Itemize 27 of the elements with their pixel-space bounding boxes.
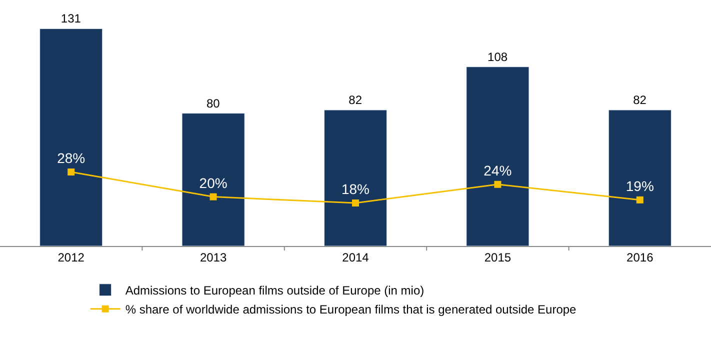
- bar: [40, 28, 103, 246]
- point: [68, 168, 75, 176]
- legend-label: % share of worldwide admissions to European films that is generated outside Europe: [125, 302, 577, 317]
- data-label: 28%: [57, 150, 86, 166]
- point: [210, 193, 217, 200]
- bar: [466, 66, 530, 246]
- data-label: 18%: [341, 181, 370, 198]
- data-label: 82: [633, 92, 647, 107]
- point: [636, 196, 644, 204]
- x-tick-label: 2015: [484, 250, 512, 264]
- x-tick-label: 2013: [200, 250, 227, 264]
- data-label: 24%: [484, 162, 512, 179]
- x-tick-label: 2014: [342, 250, 370, 264]
- data-label: 20%: [199, 174, 228, 191]
- bar: [608, 110, 672, 246]
- data-label: 82: [348, 92, 362, 107]
- data-label: 80: [206, 96, 220, 110]
- x-tick-label: 2016: [626, 250, 654, 264]
- legend-label: Admissions to European films outside of Europe (in mio): [125, 284, 424, 298]
- point: [494, 180, 502, 188]
- data-label: 19%: [626, 178, 654, 194]
- bar: [182, 113, 245, 246]
- data-label: 108: [488, 50, 508, 64]
- point: [352, 200, 359, 207]
- bar: [324, 110, 388, 246]
- data-label: 131: [60, 12, 82, 26]
- x-tick-label: 2012: [58, 250, 85, 264]
